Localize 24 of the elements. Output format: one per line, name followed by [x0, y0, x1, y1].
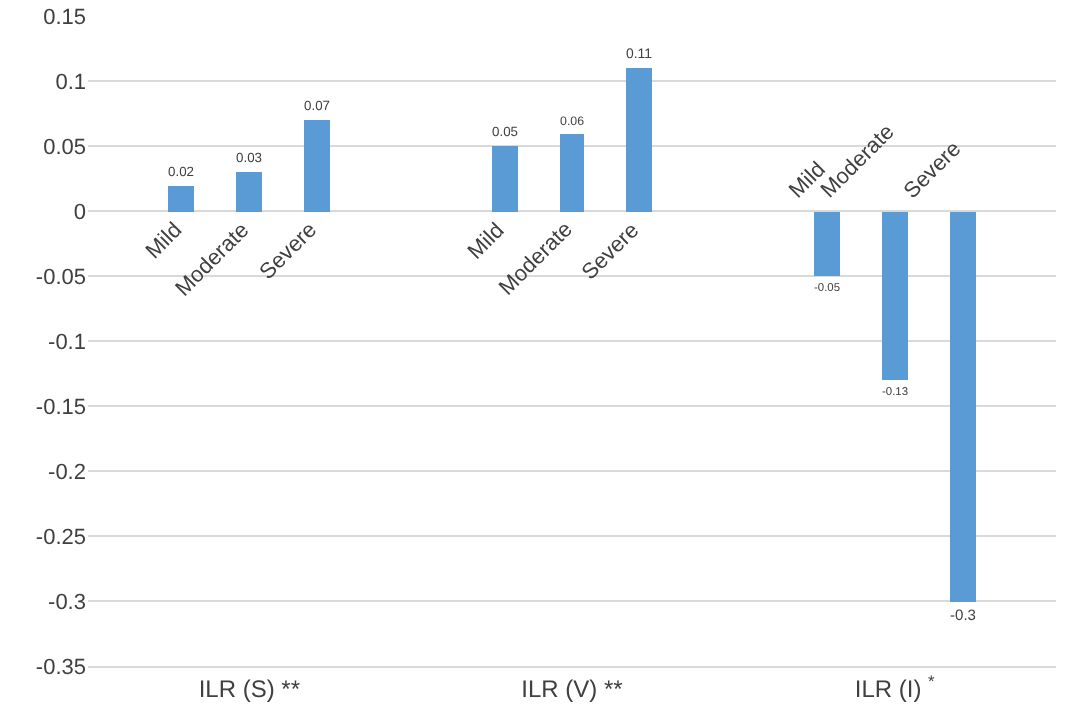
bar [950, 212, 976, 602]
y-tick-label: -0.2 [48, 460, 86, 485]
x-tick-label: ILR (V) ** [521, 674, 624, 703]
bar [814, 212, 840, 276]
x-tick-label: ILR (S) ** [198, 674, 301, 703]
x-tick-label: ILR (I) $^{*}$ [854, 670, 937, 703]
y-tick-label: -0.25 [35, 525, 86, 550]
y-tick-label: 0 [73, 200, 86, 225]
y-tick-label: 0.1 [55, 70, 86, 95]
bar [304, 120, 330, 212]
y-tick-label: -0.35 [35, 655, 86, 680]
bar [492, 146, 518, 212]
bar [236, 172, 262, 212]
y-tick-label: -0.15 [35, 395, 86, 420]
y-tick-label: 0.15 [43, 5, 86, 30]
bar [560, 134, 584, 212]
bar [168, 186, 194, 212]
y-tick-label: -0.3 [48, 590, 86, 615]
y-tick-label: -0.05 [35, 265, 86, 290]
bar [882, 212, 908, 380]
bar [626, 68, 652, 212]
y-tick-label: 0.05 [43, 135, 86, 160]
y-tick-label: -0.1 [48, 330, 86, 355]
data-label: -0.3 [950, 606, 976, 625]
